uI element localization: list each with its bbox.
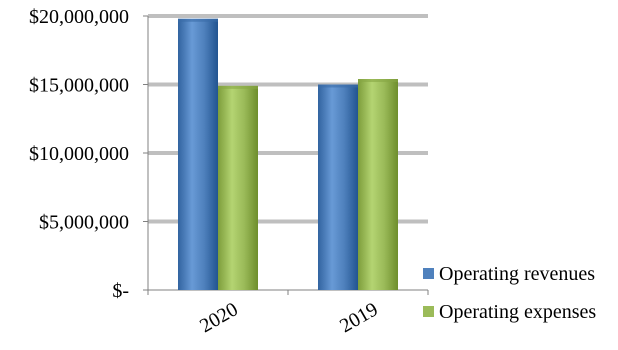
y-tick-label: $15,000,000 (29, 75, 129, 97)
bar-expenses-2019 (358, 79, 398, 291)
legend-label-revenues: Operating revenues (439, 263, 595, 285)
x-tick-label: 2020 (196, 298, 242, 337)
bar-revenues-2020 (178, 18, 218, 291)
y-tick-label: $- (112, 280, 129, 302)
bar-expenses-2020 (218, 85, 258, 291)
bar-top-edge (178, 18, 218, 22)
x-tick-label: 2019 (336, 298, 382, 337)
bar-top-edge (358, 79, 398, 83)
y-tick-label: $10,000,000 (29, 143, 129, 165)
bar-top-edge (218, 85, 258, 89)
bar-revenues-2019 (318, 84, 358, 290)
legend-swatch-expenses (423, 306, 434, 317)
y-tick-label: $20,000,000 (29, 6, 129, 28)
x-axis: 2020 2019 (147, 289, 429, 337)
bar-top-edge (318, 84, 358, 88)
y-axis: $- $5,000,000 $10,000,000 $15,000,000 $20,00… (29, 6, 149, 302)
bars (178, 18, 398, 291)
y-tick-label: $5,000,000 (39, 212, 129, 234)
legend-swatch-revenues (423, 268, 434, 279)
legend: Operating revenues Operating expenses (423, 263, 596, 323)
legend-label-expenses: Operating expenses (439, 301, 596, 323)
